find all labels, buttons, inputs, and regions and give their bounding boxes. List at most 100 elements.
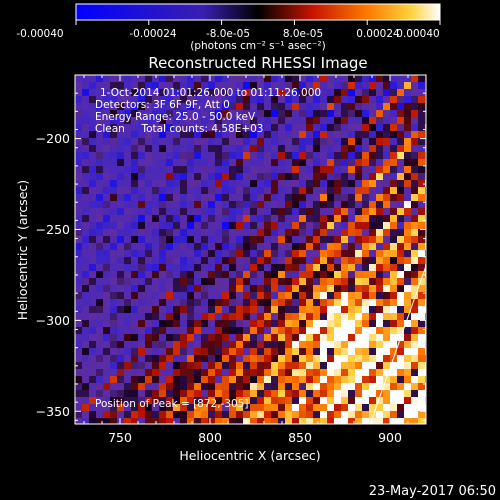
heatmap-cell [320,166,327,173]
heatmap-cell [180,369,187,376]
heatmap-cell [348,180,355,187]
heatmap-cell [243,250,250,257]
heatmap-cell [236,229,243,236]
heatmap-cell [131,194,138,201]
heatmap-cell [215,152,222,159]
heatmap-cell [208,201,215,208]
heatmap-cell [187,341,194,348]
heatmap-cell [89,138,96,145]
heatmap-cell [117,404,124,411]
heatmap-cell [397,278,404,285]
heatmap-cell [362,75,369,82]
heatmap-cell [215,355,222,362]
heatmap-cell [236,306,243,313]
heatmap-cell [341,152,348,159]
heatmap-cell [173,82,180,89]
heatmap-cell [397,96,404,103]
heatmap-cell [320,418,327,424]
heatmap-cell [334,418,341,424]
heatmap-cell [278,75,285,82]
heatmap-cell [117,166,124,173]
heatmap-cell [257,320,264,327]
heatmap-cell [166,404,173,411]
heatmap-cell [411,299,418,306]
heatmap-cell [306,138,313,145]
heatmap-cell [327,369,334,376]
heatmap-cell [285,215,292,222]
heatmap-cell [264,187,271,194]
heatmap-cell [250,292,257,299]
heatmap-cell [117,278,124,285]
heatmap-cell [257,257,264,264]
heatmap-cell [236,180,243,187]
heatmap-cell [103,166,110,173]
heatmap-cell [208,278,215,285]
heatmap-cell [278,383,285,390]
heatmap-cell [271,264,278,271]
heatmap-cell [75,327,82,334]
heatmap-cell [89,166,96,173]
y-axis-label: Heliocentric Y (arcsec) [15,180,30,320]
heatmap-cell [110,124,117,131]
heatmap-cell [257,362,264,369]
x-axis-ticks: 750 800 850 900 [83,75,427,445]
heatmap-cell [180,362,187,369]
heatmap-cell [243,89,250,96]
heatmap-cell [348,418,355,424]
heatmap-cell [271,369,278,376]
heatmap-cell [103,418,110,424]
heatmap-cell [250,257,257,264]
heatmap-cell [390,215,397,222]
heatmap-cell [348,117,355,124]
heatmap-cell [257,313,264,320]
heatmap-cell [194,96,201,103]
heatmap-cell [187,383,194,390]
heatmap-cell [250,390,257,397]
heatmap-cell [306,404,313,411]
heatmap-cell [320,187,327,194]
heatmap-cell [229,75,236,82]
heatmap-cell [271,285,278,292]
heatmap-cell [334,117,341,124]
heatmap-cell [82,264,89,271]
heatmap-cell [96,117,103,124]
heatmap-cell [96,292,103,299]
heatmap-cell [313,243,320,250]
heatmap-cell [285,222,292,229]
heatmap-cell [208,411,215,418]
heatmap-cell [215,411,222,418]
heatmap-cell [236,327,243,334]
heatmap-cell [89,397,96,404]
heatmap-cell [250,75,257,82]
heatmap-cell [243,320,250,327]
heatmap-cell [390,75,397,82]
heatmap-cell [278,313,285,320]
heatmap-cell [418,264,425,271]
heatmap-cell [250,145,257,152]
heatmap-cell [124,292,131,299]
heatmap-cell [173,159,180,166]
heatmap-cell [285,145,292,152]
heatmap-cell [243,390,250,397]
heatmap-cell [313,194,320,201]
heatmap-cell [292,362,299,369]
heatmap-cell [96,236,103,243]
heatmap-cell [75,355,82,362]
heatmap-cell [257,369,264,376]
heatmap-cell [96,131,103,138]
heatmap-cell [320,348,327,355]
heatmap-cell [404,355,411,362]
heatmap-cell [418,376,425,383]
heatmap-cell [208,229,215,236]
heatmap-cell [222,327,229,334]
heatmap-cell [313,278,320,285]
heatmap-cell [250,285,257,292]
heatmap-cell [404,131,411,138]
heatmap-cell [222,215,229,222]
heatmap-cell [264,124,271,131]
heatmap-cell [117,103,124,110]
heatmap-cell [173,173,180,180]
heatmap-cell [180,180,187,187]
heatmap-cell [250,348,257,355]
heatmap-cell [187,215,194,222]
